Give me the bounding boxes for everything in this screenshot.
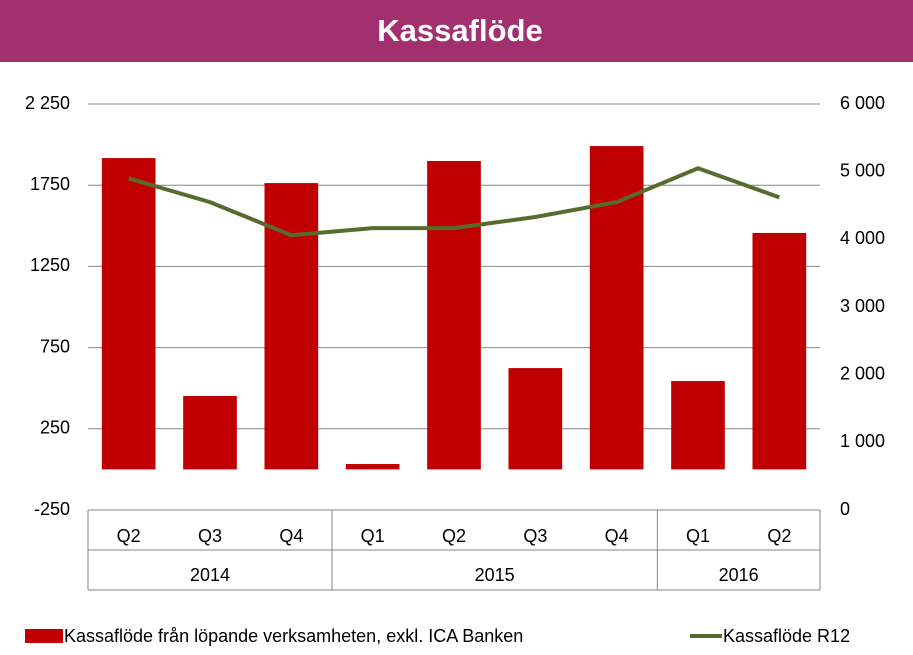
x-tick-label: Q4 <box>605 526 629 546</box>
y2-tick-label: 6 000 <box>840 93 885 113</box>
legend-label: Kassaflöde R12 <box>723 626 850 646</box>
bar <box>101 158 156 470</box>
y2-tick-label: 2 000 <box>840 363 885 383</box>
bar <box>345 464 400 470</box>
bar <box>671 381 725 470</box>
y-tick-label: -250 <box>34 499 70 519</box>
x-tick-label: Q4 <box>279 526 303 546</box>
legend-label: Kassaflöde från löpande verksamheten, ex… <box>64 626 523 646</box>
x-tick-label: Q3 <box>198 526 222 546</box>
y2-tick-label: 5 000 <box>840 160 885 180</box>
y2-tick-label: 1 000 <box>840 431 885 451</box>
x-tick-label: Q2 <box>442 526 466 546</box>
y-tick-label: 1750 <box>30 174 70 194</box>
bar <box>752 232 807 470</box>
x-tick-label: Q2 <box>767 526 791 546</box>
y-tick-label: 2 250 <box>25 93 70 113</box>
x-tick-label: Q2 <box>117 526 141 546</box>
y2-tick-label: 3 000 <box>840 296 885 316</box>
x-tick-label: Q1 <box>361 526 385 546</box>
y2-tick-label: 0 <box>840 499 850 519</box>
x-tick-label: Q3 <box>523 526 547 546</box>
bar <box>508 368 563 470</box>
x-group-label: 2016 <box>719 565 759 585</box>
bar <box>183 395 237 470</box>
x-group-label: 2015 <box>475 565 515 585</box>
y-tick-label: 750 <box>40 336 70 356</box>
y-tick-label: 1250 <box>30 255 70 275</box>
bar <box>264 183 319 470</box>
y-tick-label: 250 <box>40 418 70 438</box>
x-group-label: 2014 <box>190 565 230 585</box>
line <box>128 166 781 238</box>
title-banner <box>0 0 913 62</box>
bar <box>427 161 481 470</box>
y2-tick-label: 4 000 <box>840 228 885 248</box>
legend-swatch <box>25 629 63 643</box>
x-tick-label: Q1 <box>686 526 710 546</box>
chart-title: Kassaflöde <box>377 13 542 48</box>
